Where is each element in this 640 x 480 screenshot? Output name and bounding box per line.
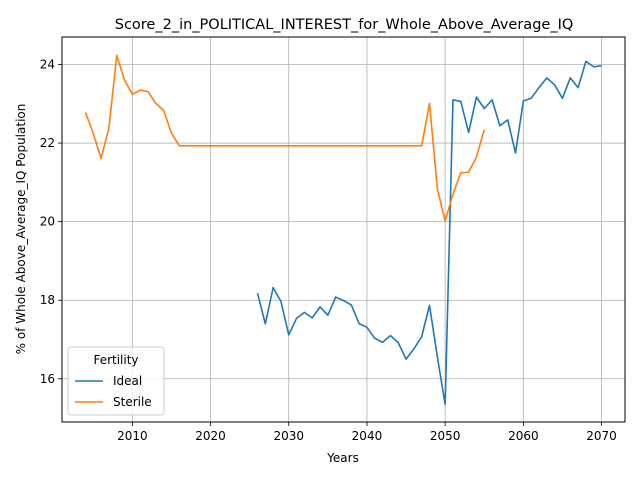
- y-tick-label: 22: [40, 136, 55, 150]
- x-tick-label: 2010: [117, 429, 148, 443]
- legend-label-ideal: Ideal: [113, 374, 142, 388]
- y-axis-label: % of Whole Above_Average_IQ Population: [14, 104, 28, 355]
- legend-label-sterile: Sterile: [113, 395, 152, 409]
- y-tick-label: 24: [40, 58, 55, 72]
- y-tick-label: 20: [40, 215, 55, 229]
- series-line-ideal: [256, 60, 602, 406]
- x-axis: 2010 2020 2030 2040 2050 2060 2070: [117, 422, 617, 443]
- y-tick-label: 18: [40, 293, 55, 307]
- y-tick-label: 16: [40, 372, 55, 386]
- x-tick-label: 2060: [508, 429, 539, 443]
- x-tick-label: 2030: [273, 429, 304, 443]
- series-layer: [84, 54, 602, 406]
- x-tick-label: 2070: [586, 429, 617, 443]
- x-tick-label: 2040: [352, 429, 383, 443]
- legend-box: [67, 346, 165, 416]
- x-axis-label: Years: [326, 451, 359, 465]
- plot-frame: [61, 36, 626, 423]
- x-tick-label: 2020: [195, 429, 226, 443]
- series-line-sterile: [84, 54, 486, 222]
- x-tick-label: 2050: [430, 429, 461, 443]
- y-axis: 16 18 20 22 24: [40, 58, 62, 386]
- legend-title: Fertility: [93, 353, 138, 367]
- chart-title: Score_2_in_POLITICAL_INTEREST_for_Whole_…: [115, 17, 574, 33]
- legend: Fertility Ideal Sterile: [67, 346, 165, 416]
